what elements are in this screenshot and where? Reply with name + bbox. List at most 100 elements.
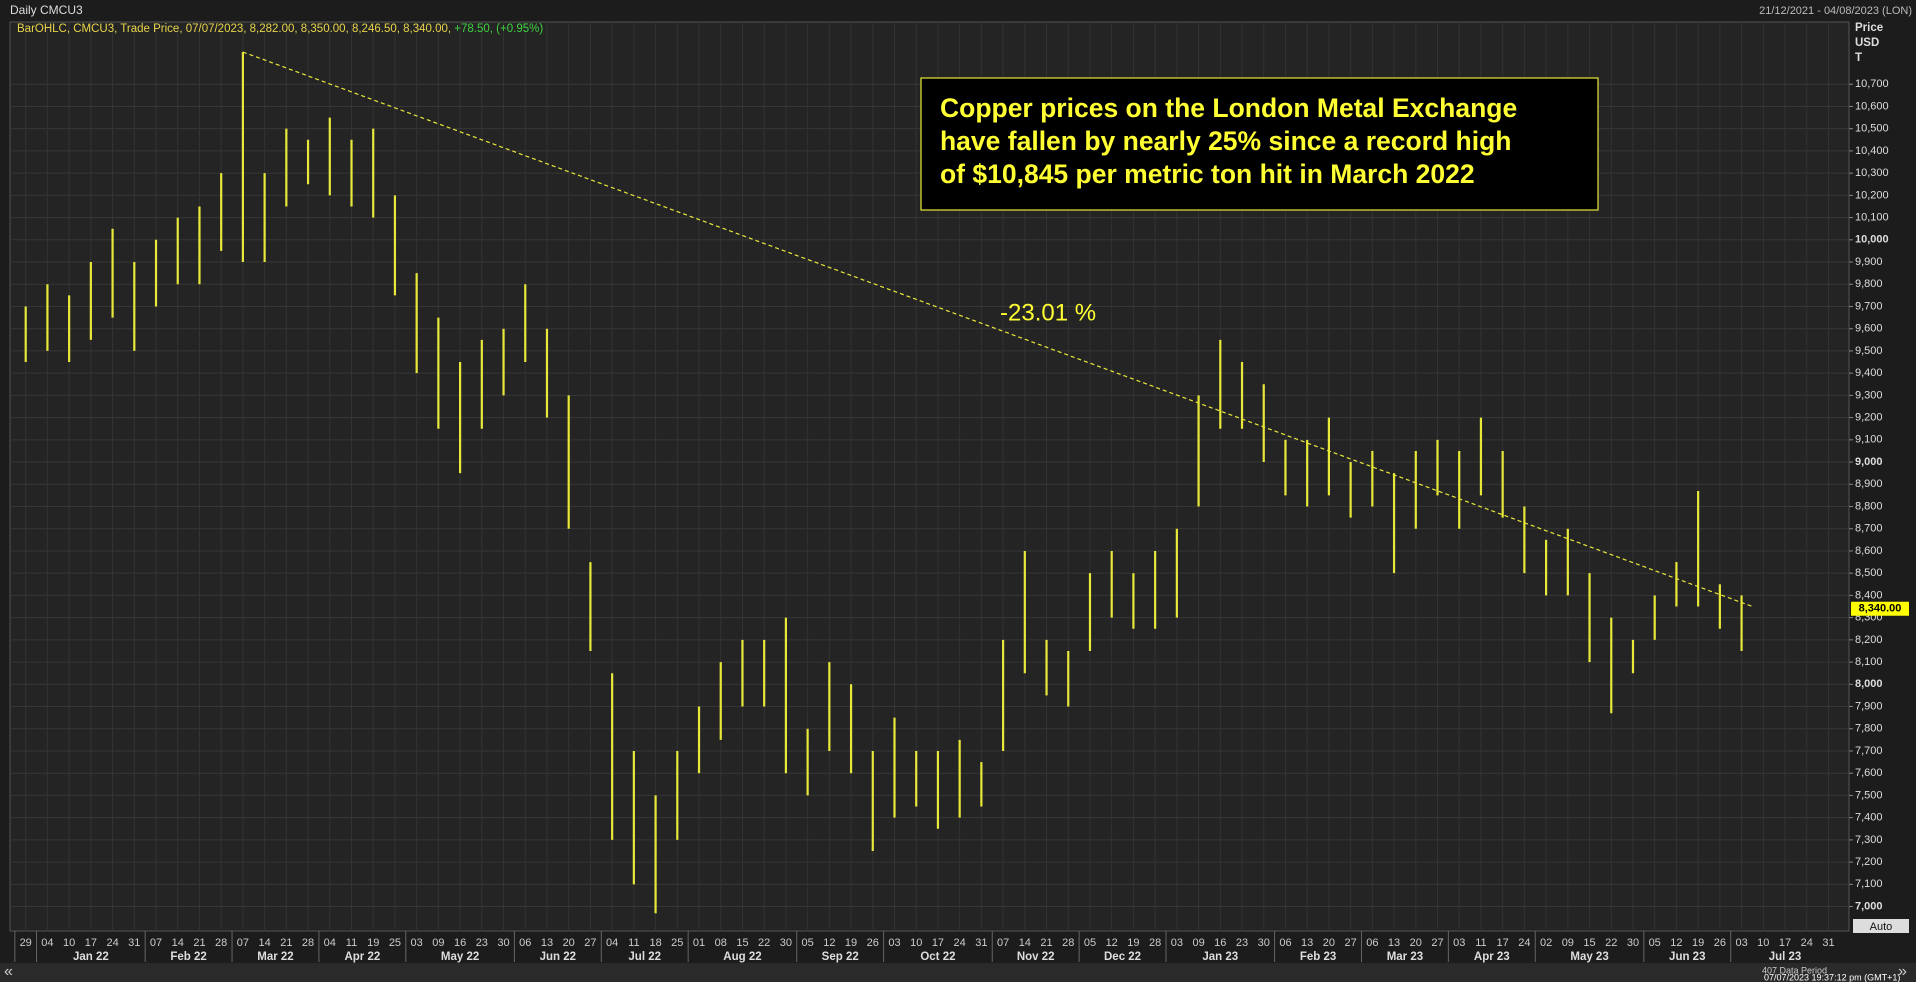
y-tick-label: 8,400	[1855, 589, 1883, 601]
x-tick-label: 17	[85, 937, 97, 949]
y-tick-label: 10,400	[1855, 145, 1889, 157]
annotation-line: have fallen by nearly 25% since a record…	[940, 126, 1511, 156]
x-tick-label: 02	[1540, 937, 1552, 949]
x-tick-label: 20	[1323, 937, 1335, 949]
x-tick-label: 18	[649, 937, 661, 949]
y-tick-label: 7,300	[1855, 834, 1883, 846]
x-tick-label: 17	[932, 937, 944, 949]
x-tick-label: 09	[1192, 937, 1204, 949]
x-tick-label: 31	[1822, 937, 1834, 949]
scroll-left[interactable]: «	[4, 963, 13, 980]
x-tick-label: 13	[1388, 937, 1400, 949]
month-label: Dec 22	[1104, 951, 1141, 963]
month-label: Jan 23	[1202, 951, 1238, 963]
y-tick-label: 9,500	[1855, 345, 1883, 357]
x-tick-label: 05	[801, 937, 813, 949]
y-tick-label: 10,000	[1855, 234, 1889, 246]
x-tick-label: 06	[1366, 937, 1378, 949]
month-label: Oct 22	[920, 951, 955, 963]
x-tick-label: 14	[172, 937, 184, 949]
x-tick-label: 04	[324, 937, 336, 949]
x-tick-label: 04	[606, 937, 618, 949]
x-tick-label: 10	[910, 937, 922, 949]
x-tick-label: 03	[1735, 937, 1747, 949]
y-tick-label: 8,000	[1855, 678, 1883, 690]
x-tick-label: 23	[1236, 937, 1248, 949]
x-tick-label: 31	[128, 937, 140, 949]
x-tick-label: 24	[954, 937, 966, 949]
x-tick-label: 26	[1714, 937, 1726, 949]
y-tick-label: 9,600	[1855, 323, 1883, 335]
x-tick-label: 09	[432, 937, 444, 949]
month-label: Sep 22	[822, 951, 859, 963]
month-label: Jul 23	[1769, 951, 1802, 963]
y-tick-label: 9,900	[1855, 256, 1883, 268]
x-tick-label: 12	[1670, 937, 1682, 949]
x-tick-label: 01	[693, 937, 705, 949]
x-tick-label: 07	[997, 937, 1009, 949]
last-price-box	[1851, 601, 1909, 616]
x-tick-label: 31	[975, 937, 987, 949]
x-tick-label: 04	[41, 937, 53, 949]
month-label: Apr 23	[1474, 951, 1510, 963]
x-tick-label: 23	[476, 937, 488, 949]
y-tick-label: 8,700	[1855, 523, 1883, 535]
y-tick-label: 10,600	[1855, 100, 1889, 112]
x-tick-label: 12	[823, 937, 835, 949]
y-tick-label: 9,100	[1855, 434, 1883, 446]
x-tick-label: 16	[454, 937, 466, 949]
legend-change: +78.50, (+0.95%)	[454, 23, 543, 35]
x-tick-label: 03	[411, 937, 423, 949]
x-tick-label: 03	[1453, 937, 1465, 949]
date-range: 21/12/2021 - 04/08/2023 (LON)	[1759, 5, 1912, 17]
y-tick-label: 8,600	[1855, 545, 1883, 557]
x-tick-label: 07	[237, 937, 249, 949]
x-tick-label: 29	[20, 937, 32, 949]
auto-button[interactable]	[1853, 919, 1909, 933]
grid	[10, 22, 1849, 931]
y-tick-label: 10,200	[1855, 189, 1889, 201]
x-tick-label: 19	[367, 937, 379, 949]
x-tick-label: 11	[628, 937, 639, 949]
x-tick-label: 14	[258, 937, 270, 949]
x-tick-label: 27	[1344, 937, 1356, 949]
scroll-right[interactable]: »	[1898, 963, 1907, 980]
y-tick-label: 9,700	[1855, 300, 1883, 312]
legend-text: BarOHLC, CMCU3, Trade Price, 07/07/2023,…	[17, 23, 451, 35]
x-tick-label: 05	[1084, 937, 1096, 949]
footer-time: 07/07/2023 19:37:12 pm (GMT+1)	[1764, 972, 1900, 982]
x-tick-label: 19	[845, 937, 857, 949]
auto-label[interactable]: Auto	[1870, 921, 1893, 933]
x-tick-label: 30	[1627, 937, 1639, 949]
x-tick-label: 06	[519, 937, 531, 949]
annotation-line: of $10,845 per metric ton hit in March 2…	[940, 159, 1475, 189]
x-tick-label: 19	[1692, 937, 1704, 949]
x-tick-label: 17	[1779, 937, 1791, 949]
y-tick-label: 7,600	[1855, 767, 1883, 779]
x-tick-label: 22	[1605, 937, 1617, 949]
month-label: Aug 22	[723, 951, 761, 963]
month-label: Mar 23	[1387, 951, 1423, 963]
y-tick-label: 7,500	[1855, 789, 1883, 801]
y-tick-label: 8,800	[1855, 500, 1883, 512]
y-tick-label: 9,800	[1855, 278, 1883, 290]
x-tick-label: 13	[1301, 937, 1313, 949]
y-tick-label: 7,800	[1855, 723, 1883, 735]
y-tick-label: 9,200	[1855, 412, 1883, 424]
y-tick-label: 7,200	[1855, 856, 1883, 868]
x-tick-label: 03	[888, 937, 900, 949]
x-tick-label: 16	[1214, 937, 1226, 949]
x-tick-label: 20	[1410, 937, 1422, 949]
month-label: Mar 22	[257, 951, 293, 963]
footer-bar	[0, 963, 1916, 982]
chart-title: Daily CMCU3	[10, 3, 83, 17]
y-tick-label: 10,100	[1855, 211, 1889, 223]
month-label: May 23	[1570, 951, 1608, 963]
x-tick-label: 27	[584, 937, 596, 949]
x-tick-label: 17	[1497, 937, 1509, 949]
x-tick-label: 28	[302, 937, 314, 949]
x-tick-label: 24	[106, 937, 118, 949]
month-label: Apr 22	[344, 951, 380, 963]
x-tick-label: 30	[1258, 937, 1270, 949]
